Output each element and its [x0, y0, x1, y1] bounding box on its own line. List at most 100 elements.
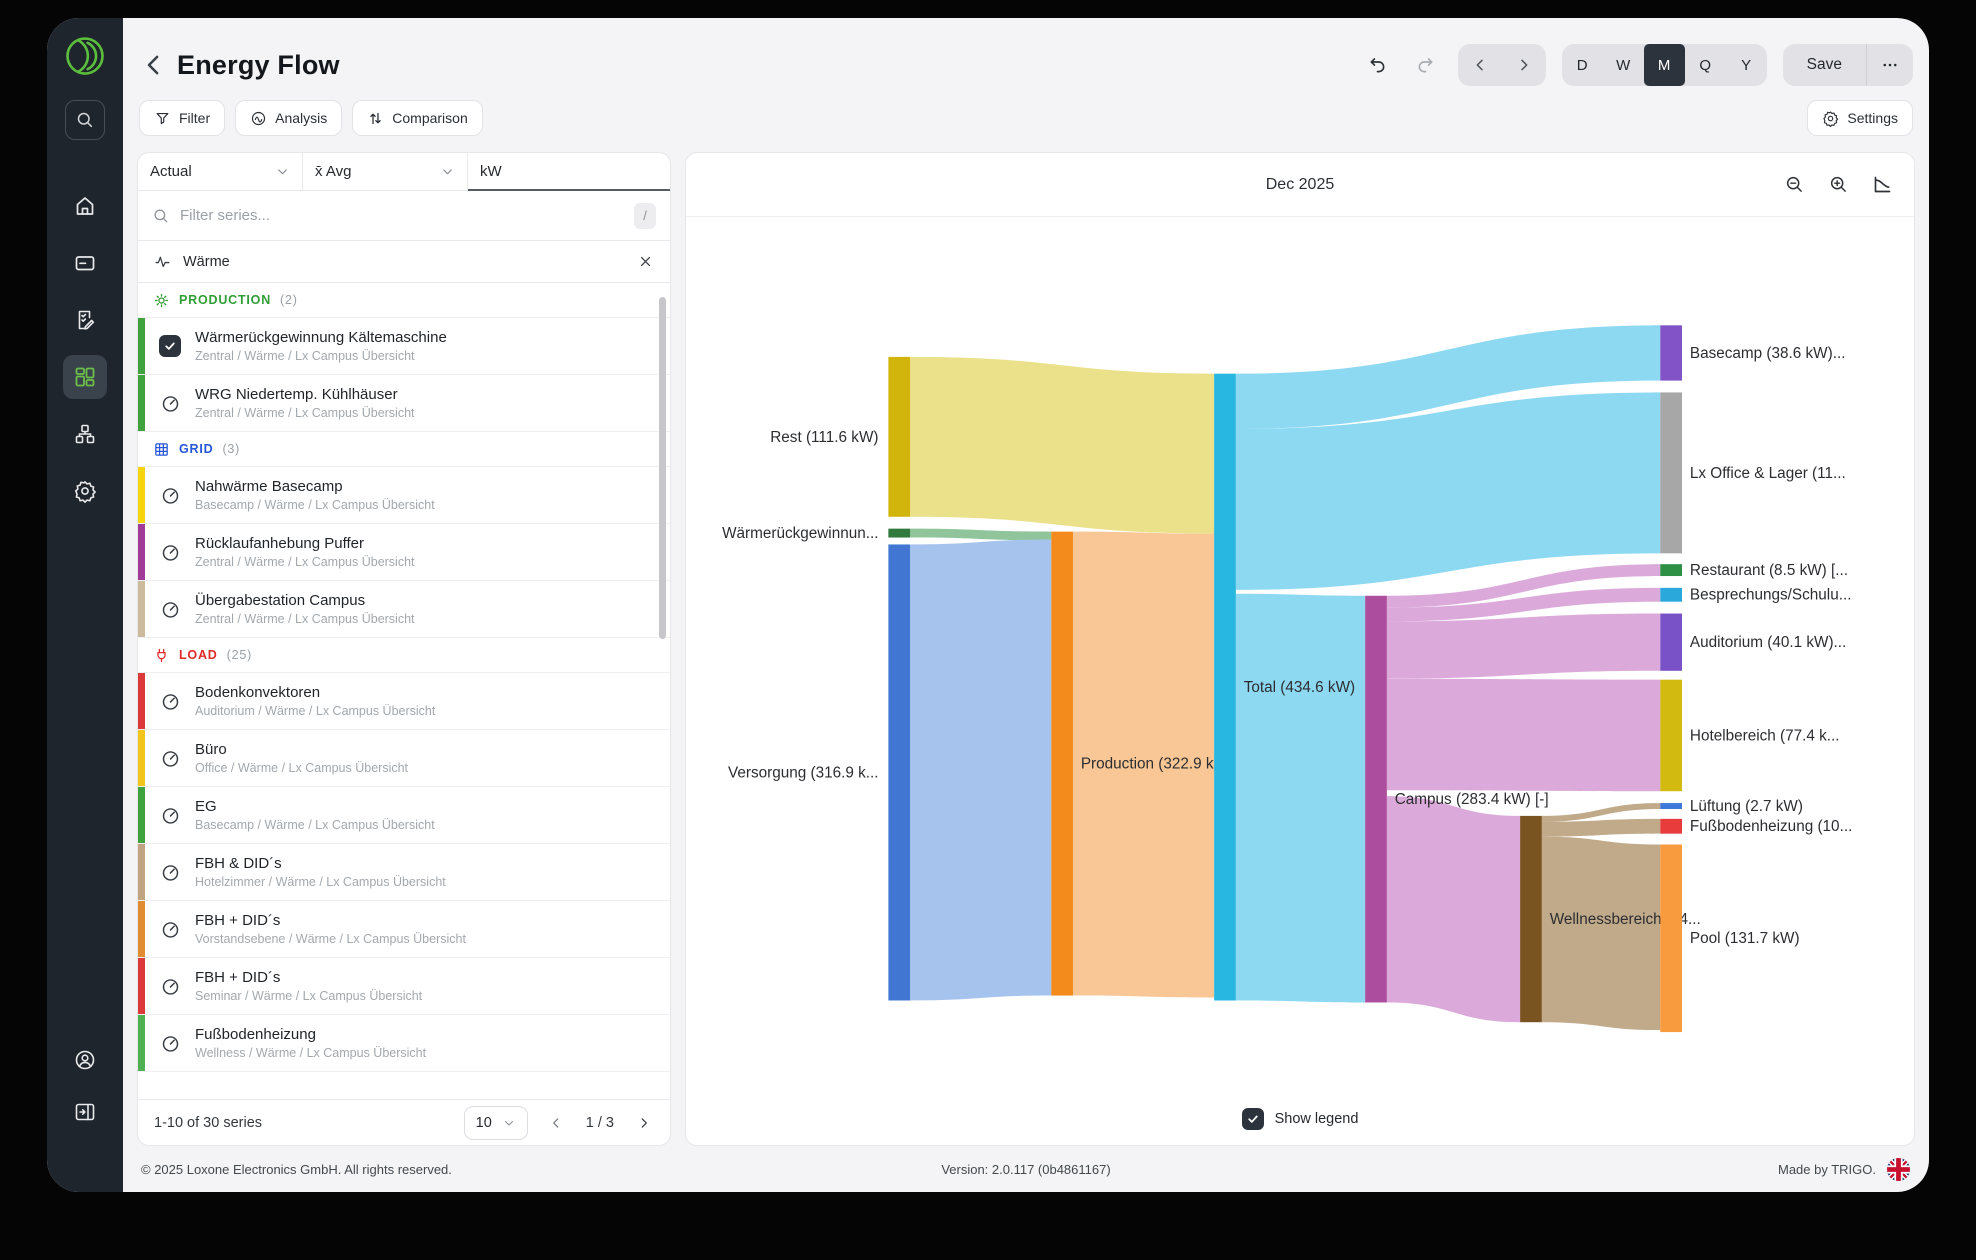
save-button[interactable]: Save [1806, 56, 1842, 73]
sankey-node-lueftung[interactable] [1660, 803, 1683, 809]
sankey-link-campus-restaurant[interactable] [1386, 564, 1661, 608]
sankey-link-wrg-production[interactable] [910, 528, 1052, 541]
series-list: PRODUCTION (2) Wärmerückgewinnung Kältemas… [138, 283, 670, 1099]
app-header: Energy Flow [123, 18, 1929, 94]
chart-type-button[interactable] [1870, 173, 1894, 197]
sankey-link-wellness-lueftung[interactable] [1541, 803, 1661, 822]
sankey-link-production-total[interactable] [1072, 531, 1215, 998]
sankey-link-total-basecamp[interactable] [1235, 325, 1661, 429]
series-filter-input[interactable] [180, 207, 624, 224]
sankey-link-total-campus[interactable] [1235, 593, 1366, 1003]
sankey-link-wellness-pool[interactable] [1541, 836, 1661, 1031]
series-checkbox[interactable] [159, 335, 181, 357]
zoom-in-button[interactable] [1826, 173, 1850, 197]
sankey-node-rest[interactable] [888, 356, 911, 517]
sankey-node-campus[interactable] [1365, 595, 1387, 1003]
sankey-link-wellness-fbh[interactable] [1541, 818, 1661, 837]
checklist-edit-icon [78, 310, 95, 330]
date-nav-group [1457, 44, 1546, 86]
sidebar-item-display[interactable] [63, 241, 107, 285]
next-page-button[interactable] [634, 1113, 654, 1133]
gauge-icon [162, 1035, 178, 1052]
sankey-link-campus-auditorium[interactable] [1386, 613, 1661, 679]
undo-button[interactable] [1362, 49, 1394, 81]
sankey-link-versorgung-production[interactable] [910, 539, 1052, 1001]
more-options-button[interactable] [1867, 44, 1913, 86]
sankey-node-basecamp[interactable] [1660, 325, 1683, 381]
settings-label: Settings [1847, 110, 1898, 126]
uk-flag-icon[interactable] [1886, 1157, 1911, 1182]
series-row[interactable]: FBH + DID´s Vorstandsebene / Wärme / Lx C… [138, 901, 670, 958]
series-row[interactable]: EG Basecamp / Wärme / Lx Campus Übersicht [138, 787, 670, 844]
filter-button[interactable]: Filter [139, 100, 226, 136]
sankey-node-wrg[interactable] [888, 528, 911, 538]
section-name: GRID [179, 442, 214, 456]
app-window: Energy Flow [47, 18, 1929, 1192]
series-row[interactable]: WRG Niedertemp. Kühlhäuser Zentral / Wärm… [138, 375, 670, 432]
sankey-link-total-lxoffice[interactable] [1235, 392, 1661, 590]
sankey-link-campus-besprechung[interactable] [1386, 587, 1661, 622]
sidebar-search-button[interactable] [65, 100, 105, 140]
sankey-node-pool[interactable] [1660, 844, 1683, 1033]
sankey-diagram: Rest (111.6 kW) Wärmerückgewinnun... Verso… [686, 217, 1914, 1093]
series-title: EG [195, 798, 217, 815]
zoom-out-button[interactable] [1782, 173, 1806, 197]
sankey-node-production[interactable] [1051, 531, 1073, 996]
list-scrollbar[interactable] [659, 297, 666, 639]
mode-select[interactable]: Actual [138, 153, 303, 190]
series-row[interactable]: Rücklaufanhebung Puffer Zentral / Wärme /… [138, 524, 670, 581]
section-header-production: PRODUCTION (2) [138, 283, 670, 318]
sankey-node-besprechung[interactable] [1660, 587, 1683, 602]
sidebar-item-settings[interactable] [63, 469, 107, 513]
period-button-Q[interactable]: Q [1699, 56, 1711, 74]
next-period-button[interactable] [1502, 44, 1546, 86]
redo-button[interactable] [1410, 49, 1442, 81]
filter-label: Filter [179, 110, 211, 126]
series-row[interactable]: Nahwärme Basecamp Basecamp / Wärme / Lx C… [138, 467, 670, 524]
sankey-node-lxoffice[interactable] [1660, 392, 1683, 554]
sankey-node-auditorium[interactable] [1660, 613, 1683, 671]
aggregation-select[interactable]: x̄ Avg [303, 153, 468, 190]
settings-button[interactable]: Settings [1807, 100, 1913, 136]
sankey-link-campus-wellness[interactable] [1386, 796, 1521, 1023]
divider [1866, 44, 1867, 86]
sidebar-item-tasks[interactable] [63, 298, 107, 342]
series-row[interactable]: FBH + DID´s Seminar / Wärme / Lx Campus Ü… [138, 958, 670, 1015]
series-options-row: Actual x̄ Avg kW [138, 153, 670, 191]
series-row[interactable]: FBH & DID´s Hotelzimmer / Wärme / Lx Camp… [138, 844, 670, 901]
series-row[interactable]: Übergabestation Campus Zentral / Wärme / … [138, 581, 670, 638]
back-button[interactable] [139, 50, 169, 80]
sidebar-item-network[interactable] [63, 412, 107, 456]
sidebar-item-dashboard[interactable] [63, 355, 107, 399]
sankey-node-total[interactable] [1214, 373, 1236, 1001]
sidebar-item-account[interactable] [63, 1038, 107, 1082]
prev-page-button[interactable] [546, 1113, 566, 1133]
sankey-node-wellness[interactable] [1520, 815, 1542, 1023]
sankey-node-hotel[interactable] [1660, 679, 1683, 792]
series-path: Zentral / Wärme / Lx Campus Übersicht [195, 406, 415, 420]
sidebar-collapse-button[interactable] [63, 1090, 107, 1134]
series-color-bar [138, 673, 145, 729]
period-button-M[interactable]: M [1643, 44, 1685, 86]
sankey-link-campus-hotel[interactable] [1386, 678, 1661, 792]
analysis-button[interactable]: Analysis [235, 100, 343, 136]
period-button-W[interactable]: W [1616, 56, 1631, 74]
series-row[interactable]: Bodenkonvektoren Auditorium / Wärme / Lx … [138, 673, 670, 730]
show-legend-checkbox[interactable] [1241, 1108, 1264, 1130]
series-row[interactable]: Fußbodenheizung Wellness / Wärme / Lx Cam… [138, 1015, 670, 1072]
page-size-select[interactable]: 10 [463, 1105, 528, 1140]
period-button-Y[interactable]: Y [1741, 56, 1752, 74]
sankey-node-fbh[interactable] [1660, 818, 1683, 834]
sankey-node-restaurant[interactable] [1660, 564, 1683, 577]
sidebar-item-home[interactable] [63, 184, 107, 228]
series-row[interactable]: Büro Office / Wärme / Lx Campus Übersicht [138, 730, 670, 787]
sankey-node-versorgung[interactable] [888, 544, 911, 1001]
sankey-link-rest-total[interactable] [910, 356, 1215, 534]
unit-field[interactable]: kW [468, 153, 670, 191]
comparison-button[interactable]: Comparison [352, 100, 483, 136]
period-button-D[interactable]: D [1576, 56, 1588, 74]
remove-filter-button[interactable] [637, 253, 654, 270]
network-icon [75, 424, 95, 444]
prev-period-button[interactable] [1458, 44, 1502, 86]
series-row[interactable]: Wärmerückgewinnung Kältemaschine Zentral … [138, 318, 670, 375]
